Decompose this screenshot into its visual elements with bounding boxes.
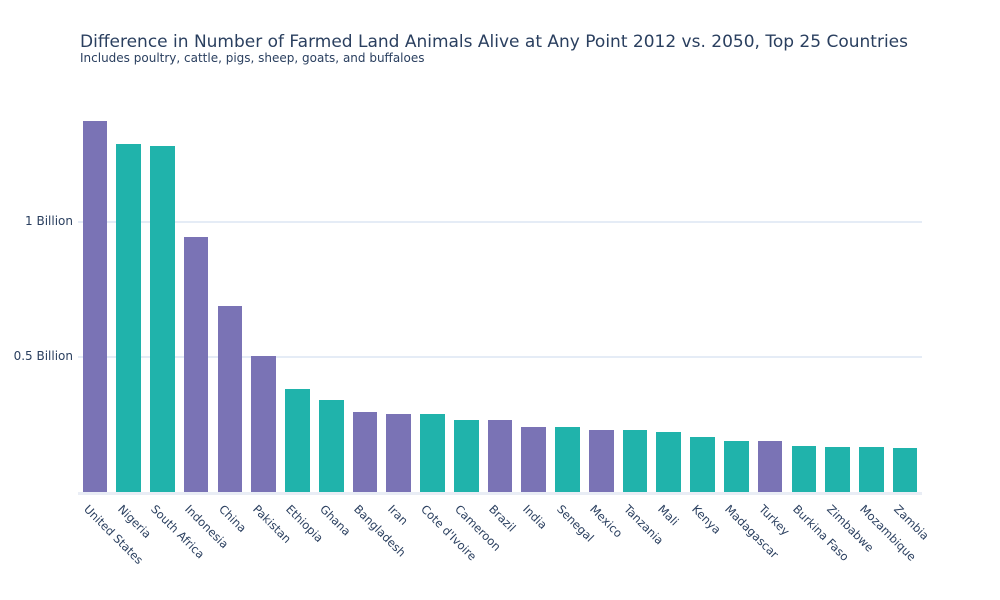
bar-cote-d-ivoire[interactable]	[420, 413, 445, 492]
x-tick-label-india: India	[519, 502, 550, 532]
bar-zimbabwe[interactable]	[825, 446, 850, 492]
bar-china[interactable]	[217, 306, 243, 492]
bar-ethiopia[interactable]	[285, 388, 310, 492]
x-tick-label-mali: Mali	[654, 502, 682, 529]
y-tick-label-1-billion: 1 Billion	[25, 214, 73, 228]
bar-india[interactable]	[521, 427, 547, 492]
bar-indonesia[interactable]	[183, 237, 209, 492]
y-tick-label-0-5-billion: 0.5 Billion	[13, 349, 73, 363]
x-tick-label-brazil: Brazil	[486, 502, 519, 535]
bar-iran[interactable]	[386, 413, 412, 492]
bar-ghana[interactable]	[318, 399, 344, 492]
bar-senegal[interactable]	[555, 427, 580, 492]
bar-united-states[interactable]	[82, 120, 108, 492]
bar-madagascar[interactable]	[723, 440, 749, 492]
bar-burkina-faso[interactable]	[791, 446, 817, 492]
bar-turkey[interactable]	[757, 440, 783, 492]
bar-pakistan[interactable]	[251, 355, 276, 492]
bar-mexico[interactable]	[588, 429, 614, 492]
bar-south-africa[interactable]	[150, 145, 175, 492]
bar-bangladesh[interactable]	[352, 412, 378, 492]
plot-area: United States Nigeria South Africa Indonesi…	[78, 90, 932, 567]
x-tick-label-united-states: United States	[80, 502, 146, 567]
bar-brazil[interactable]	[487, 420, 513, 492]
y-gridline-1-billion	[78, 221, 922, 223]
bar-cameroon[interactable]	[453, 420, 479, 492]
chart-subtitle: Includes poultry, cattle, pigs, sheep, g…	[80, 51, 425, 65]
bar-mali[interactable]	[656, 432, 682, 492]
bar-mozambique[interactable]	[859, 447, 884, 492]
chart-title: Difference in Number of Farmed Land Anim…	[80, 32, 908, 52]
bar-nigeria[interactable]	[116, 144, 141, 492]
x-tick-label-iran: Iran	[384, 502, 411, 528]
x-tick-label-kenya: Kenya	[688, 502, 724, 537]
y-gridline-0-5-billion	[78, 356, 922, 358]
x-axis-line	[78, 492, 922, 495]
bar-zambia[interactable]	[892, 447, 918, 492]
bar-kenya[interactable]	[690, 437, 715, 492]
bar-tanzania[interactable]	[622, 429, 648, 492]
